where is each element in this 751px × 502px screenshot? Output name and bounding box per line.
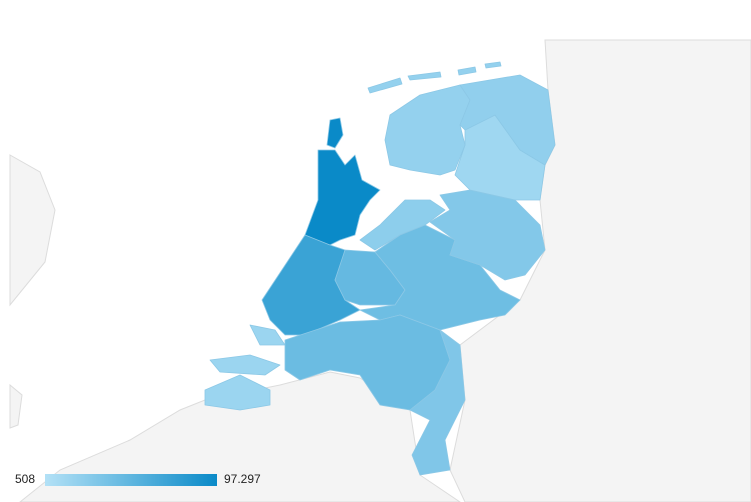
britain-south: [9, 383, 23, 429]
region[interactable]: [409, 329, 466, 476]
background-land: [9, 39, 751, 502]
legend-max: 97.297: [224, 472, 261, 486]
region[interactable]: [384, 84, 471, 176]
britain: [9, 154, 56, 307]
region[interactable]: [326, 117, 344, 149]
region[interactable]: [367, 77, 403, 94]
legend-min: 508: [15, 472, 35, 486]
region[interactable]: [484, 61, 502, 69]
region[interactable]: [359, 224, 521, 331]
region[interactable]: [459, 74, 556, 166]
region[interactable]: [204, 374, 271, 411]
region[interactable]: [304, 149, 381, 246]
region[interactable]: [209, 354, 281, 376]
legend-gradient: [45, 474, 217, 486]
legend: 508 97.297: [15, 472, 261, 486]
region[interactable]: [407, 71, 442, 81]
regions: [204, 61, 556, 476]
region[interactable]: [457, 66, 477, 76]
